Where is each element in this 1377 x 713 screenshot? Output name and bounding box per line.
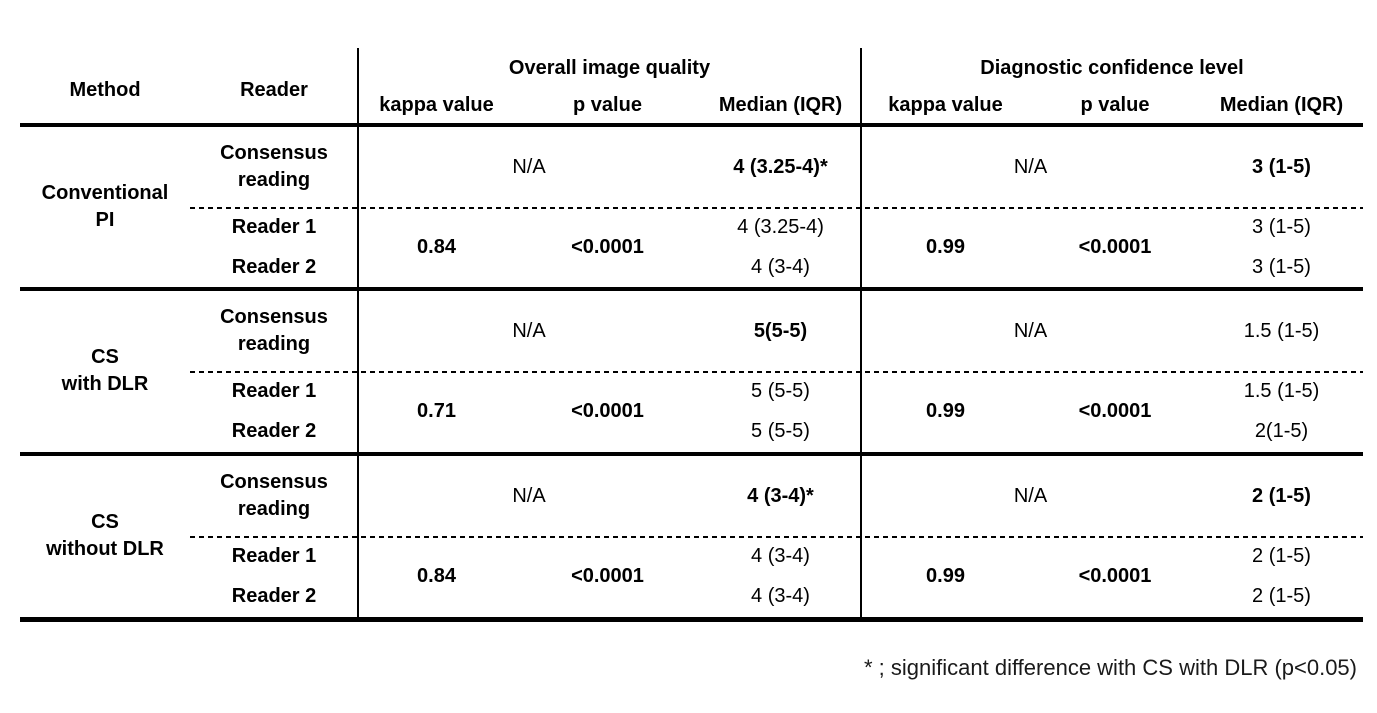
col-header-p: p value [1080,94,1150,116]
vertical-divider [357,48,359,622]
p-value-cell: <0.0001 [571,235,644,258]
consensus-median-cell: 2 (1-5) [1252,484,1311,507]
na-cell: N/A [1013,484,1048,507]
na-cell: N/A [512,155,546,178]
kappa-cell: 0.84 [417,564,456,587]
col-header-median: Median (IQR) [718,94,843,116]
consensus-reading-cell: Consensus reading [220,142,328,191]
kappa-cell: 0.99 [926,399,965,422]
vertical-divider [860,48,862,622]
reader1-median-cell: 4 (3.25-4) [737,215,824,238]
method-cell: CS with DLR [61,346,149,395]
p-value-cell: <0.0001 [1078,235,1152,258]
consensus-median-cell: 5(5-5) [753,319,808,342]
dashed-separator [190,371,1363,373]
col-header-kappa: kappa value [888,94,1003,116]
method-group-cs-without-dlr: CS without DLR Consensus reading N/A 4 (3-… [20,456,1363,622]
method-cell: CS without DLR [46,511,164,560]
consensus-median-cell: 3 (1-5) [1252,155,1311,178]
reader1-median-cell: 2 (1-5) [1252,544,1311,567]
reader2-median-cell: 4 (3-4) [751,255,810,278]
p-value-cell: <0.0001 [1078,564,1152,587]
footnote: * ; significant difference with CS with … [864,655,1357,680]
col-header-median: Median (IQR) [1219,94,1344,116]
p-value-cell: <0.0001 [571,564,644,587]
section-title-diagnostic: Diagnostic confidence level [980,56,1244,79]
reader1-median-cell: 5 (5-5) [751,379,810,402]
consensus-median-cell: 1.5 (1-5) [1243,319,1320,342]
kappa-cell: 0.84 [417,235,456,258]
reader2-cell: Reader 2 [231,255,317,278]
p-value-cell: <0.0001 [571,399,644,422]
consensus-reading-cell: Consensus reading [220,471,328,520]
reader1-median-cell: 4 (3-4) [751,544,810,567]
kappa-cell: 0.99 [926,564,965,587]
reader2-median-cell: 2 (1-5) [1252,584,1311,607]
reader2-cell: Reader 2 [231,419,317,442]
na-cell: N/A [512,319,546,342]
reader1-median-cell: 1.5 (1-5) [1243,379,1320,402]
consensus-median-cell: 4 (3.25-4)* [733,155,828,178]
section-title-overall: Overall image quality [508,56,711,79]
reader1-median-cell: 3 (1-5) [1252,215,1311,238]
reader1-cell: Reader 1 [231,215,317,238]
consensus-median-cell: 4 (3-4)* [747,484,814,507]
method-header: Method [69,78,141,101]
reader2-cell: Reader 2 [231,584,317,607]
col-header-kappa: kappa value [379,94,494,116]
dashed-separator [190,536,1363,538]
reader-header: Reader [240,78,308,101]
reader2-median-cell: 2(1-5) [1254,419,1309,442]
method-group-cs-with-dlr: CS with DLR Consensus reading N/A 5(5-5) N… [20,291,1363,456]
na-cell: N/A [512,484,546,507]
reader2-median-cell: 4 (3-4) [751,584,810,607]
dashed-separator [190,207,1363,209]
reader2-median-cell: 5 (5-5) [751,419,810,442]
kappa-cell: 0.99 [926,235,965,258]
consensus-reading-cell: Consensus reading [220,306,328,355]
method-group-conventional-pi: Conventional PI Consensus reading N/A 4 (3… [20,127,1363,291]
method-cell: Conventional PI [41,182,169,231]
table-header: Method Reader Overall image quality Diag… [20,48,1363,127]
na-cell: N/A [1013,319,1048,342]
p-value-cell: <0.0001 [1078,399,1152,422]
reader1-cell: Reader 1 [231,379,317,402]
col-header-p: p value [573,94,642,116]
results-table: Method Reader Overall image quality Diag… [20,48,1363,622]
reader2-median-cell: 3 (1-5) [1252,255,1311,278]
reader1-cell: Reader 1 [231,544,317,567]
na-cell: N/A [1013,155,1048,178]
kappa-cell: 0.71 [417,399,456,422]
